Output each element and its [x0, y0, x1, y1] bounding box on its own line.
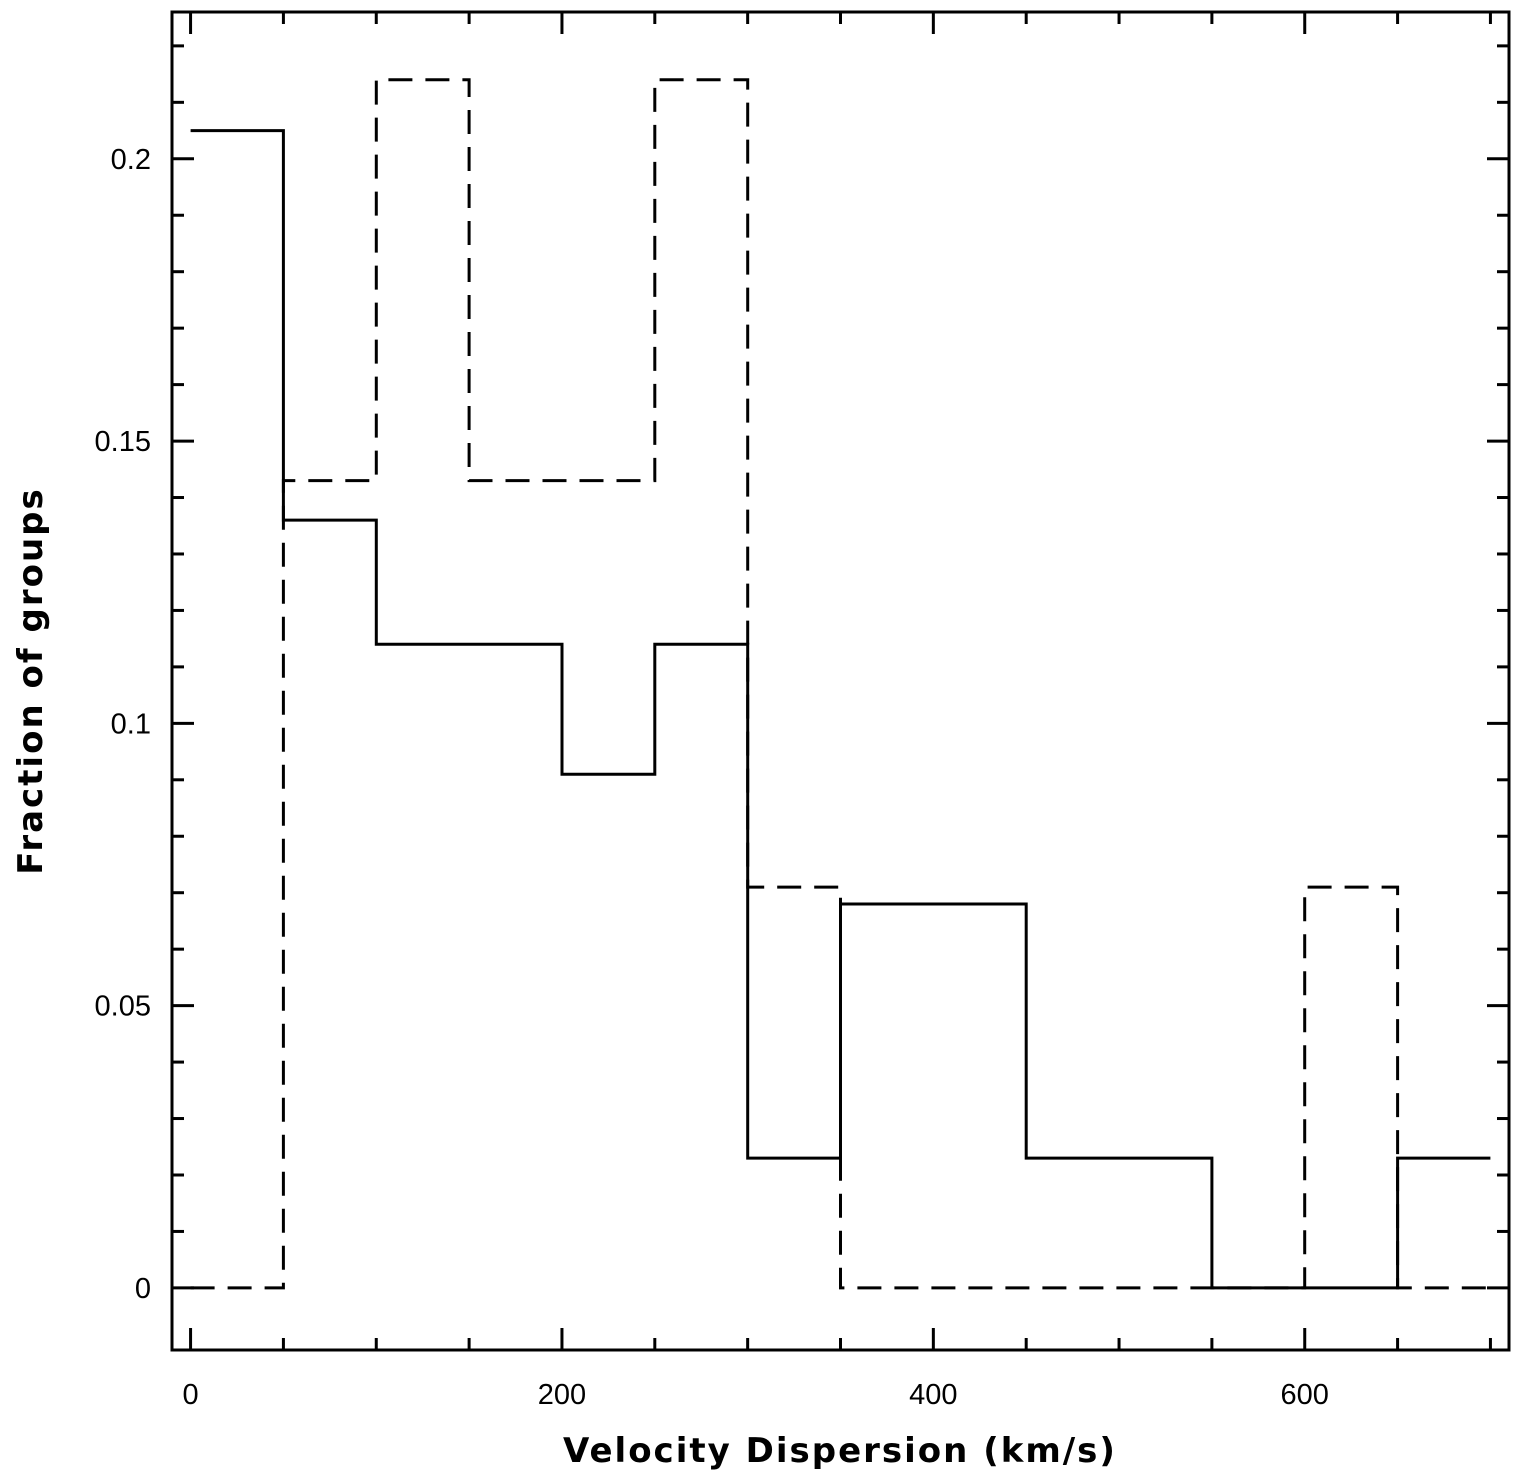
axis-ticks	[172, 12, 1509, 1350]
x-tick-label: 400	[909, 1379, 957, 1411]
y-tick-label: 0.2	[111, 144, 151, 176]
y-tick-label: 0	[135, 1273, 151, 1305]
y-tick-label: 0.15	[95, 426, 151, 458]
dashed-histogram-line	[190, 78, 1491, 1290]
y-tick-label: 0.05	[95, 991, 151, 1023]
y-axis-title: Fraction of groups	[11, 487, 51, 874]
series-layer	[190, 78, 1491, 1290]
axis-tick-labels: 0 200 400 600 0 0.05 0.1 0.15 0.2	[95, 144, 1329, 1411]
x-tick-label: 0	[182, 1379, 198, 1411]
x-tick-label: 200	[538, 1379, 586, 1411]
y-tick-label: 0.1	[111, 708, 151, 740]
x-axis-title: Velocity Dispersion (km/s)	[563, 1431, 1117, 1471]
x-tick-label: 600	[1281, 1379, 1329, 1411]
solid-histogram-line	[190, 129, 1491, 1290]
